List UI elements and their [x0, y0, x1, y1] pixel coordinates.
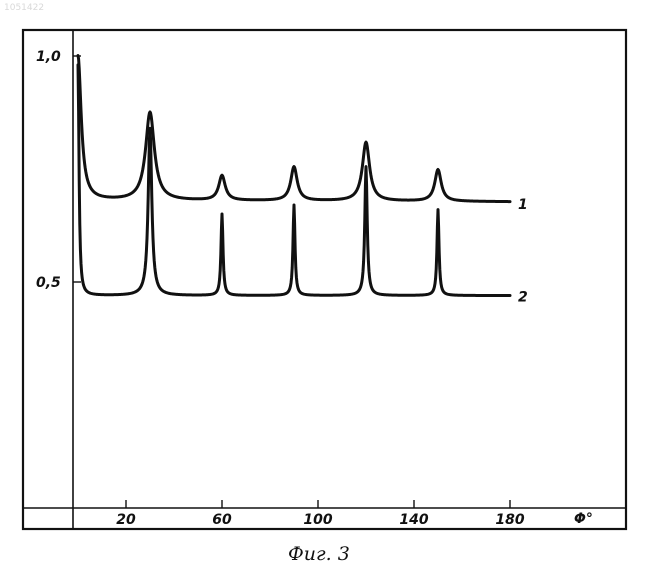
series-1-line	[78, 55, 510, 201]
tick-labels: 20 60 100 140 180 1,0 0,5 1 2	[36, 49, 528, 528]
x-axis-label: Φ°	[574, 511, 593, 527]
chart-frame	[23, 30, 626, 529]
x-tick-label-180: 180	[495, 512, 524, 528]
figure-caption: Фиг. 3	[288, 543, 350, 565]
x-tick-label-20: 20	[116, 512, 136, 528]
corner-mark: 1051422	[4, 3, 44, 13]
x-tick-label-60: 60	[212, 512, 232, 528]
series-2-line	[78, 65, 510, 296]
x-tick-label-140: 140	[399, 512, 428, 528]
y-tick-label-1,0: 1,0	[36, 49, 61, 65]
series-2-label: 2	[518, 290, 528, 306]
x-tick-label-100: 100	[303, 512, 332, 528]
series-1-label: 1	[518, 197, 528, 213]
y-tick-label-0,5: 0,5	[36, 275, 61, 291]
curves	[78, 55, 510, 295]
